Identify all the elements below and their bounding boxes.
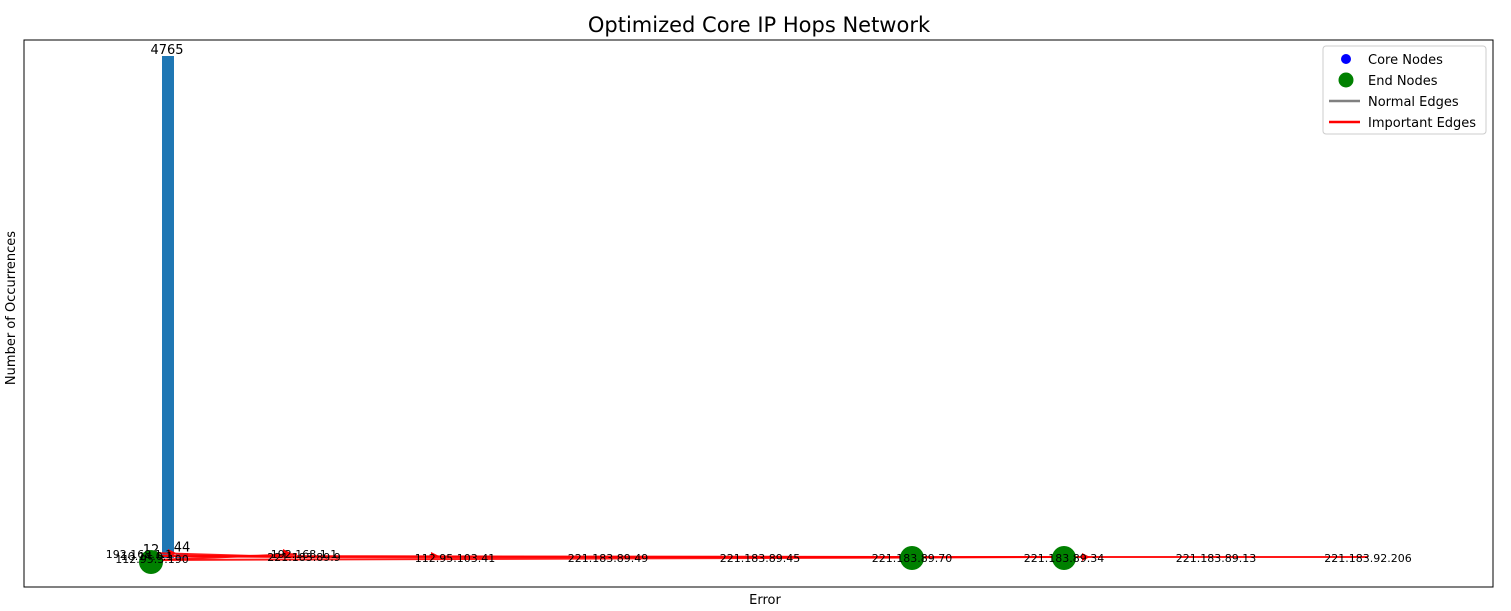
node-label: 221.183.89.9 [267,551,340,564]
legend-entry-normal-edges: Normal Edges [1368,95,1459,110]
node-label: 192.168.1.1 [106,548,172,561]
chart-title: Optimized Core IP Hops Network [588,13,931,37]
end-node [1052,546,1076,570]
node-label: 112.95.103.41 [415,552,495,565]
bar-value-label: 4765 [150,43,183,58]
node-label: 192.168.1.1 [271,548,337,561]
nodes-layer [139,546,1076,574]
edge-arrowhead-1 [431,552,439,560]
x-axis-label: Error [749,593,781,608]
y-axis-label: Number of Occurrences [4,231,19,385]
node-label: 221.183.89.70 [872,552,952,565]
bar-4765 [162,56,174,558]
legend-entry-core-nodes: Core Nodes [1368,53,1443,68]
node-label: 221.183.89.34 [1024,552,1104,565]
legend-end-node-marker [1338,72,1354,88]
legend-entry-important-edges: Important Edges [1368,116,1476,131]
edge-arrowhead-0 [283,549,291,557]
legend-core-node-marker [1341,54,1351,64]
node-label: 221.183.89.45 [720,552,800,565]
legend-box [1322,45,1487,135]
edge-arrowhead-3 [168,549,176,557]
node-label: 221.183.89.49 [568,552,648,565]
bar-value-label: 44 [174,540,191,555]
plot-frame [23,39,1494,588]
edges-layer [151,549,1368,561]
end-node [139,550,163,574]
node-label: 10.14.0.1 [121,550,173,563]
legend-entry-end-nodes: End Nodes [1368,74,1438,89]
node-label: 221.183.89.13 [1176,552,1256,565]
node-label: 221.183.92.206 [1324,552,1411,565]
end-node [900,546,924,570]
important-edge-10 [155,555,913,558]
node-label: 112.95.3.190 [115,553,188,566]
bars-layer: 47654412 [143,43,191,558]
edge-arrowhead-2 [1082,553,1090,561]
legend: Core Nodes End Nodes Normal Edges Import… [1322,45,1487,135]
